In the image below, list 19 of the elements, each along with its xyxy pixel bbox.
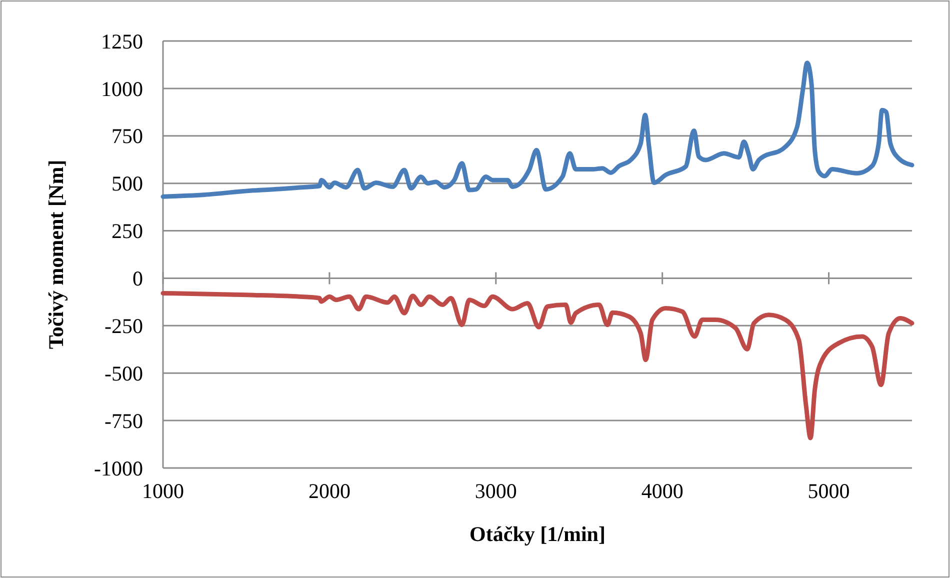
x-tick-label: 4000 [641,479,684,503]
y-tick-label: -250 [104,314,143,338]
y-tick-label: -500 [104,361,143,386]
y-tick-label: 250 [112,219,143,244]
y-tick-label: 0 [132,266,143,291]
x-tick-label: 1000 [142,479,184,503]
line-series [160,290,914,440]
x-tick-label: 2000 [308,479,350,503]
y-tick-label: -750 [104,408,143,433]
y-tick-label: 1250 [101,29,143,54]
y-tick-label: 500 [112,172,143,196]
x-tick-label: 3000 [474,479,517,503]
x-tick-label: 5000 [808,479,850,503]
line-series [160,60,914,199]
y-tick-label: 1000 [101,76,143,101]
y-axis-title: Točivý moment [Nm] [44,160,68,350]
y-tick-label: -1000 [94,456,143,480]
x-axis-title: Otáčky [1/min] [470,522,606,546]
y-tick-label: 750 [112,124,143,148]
